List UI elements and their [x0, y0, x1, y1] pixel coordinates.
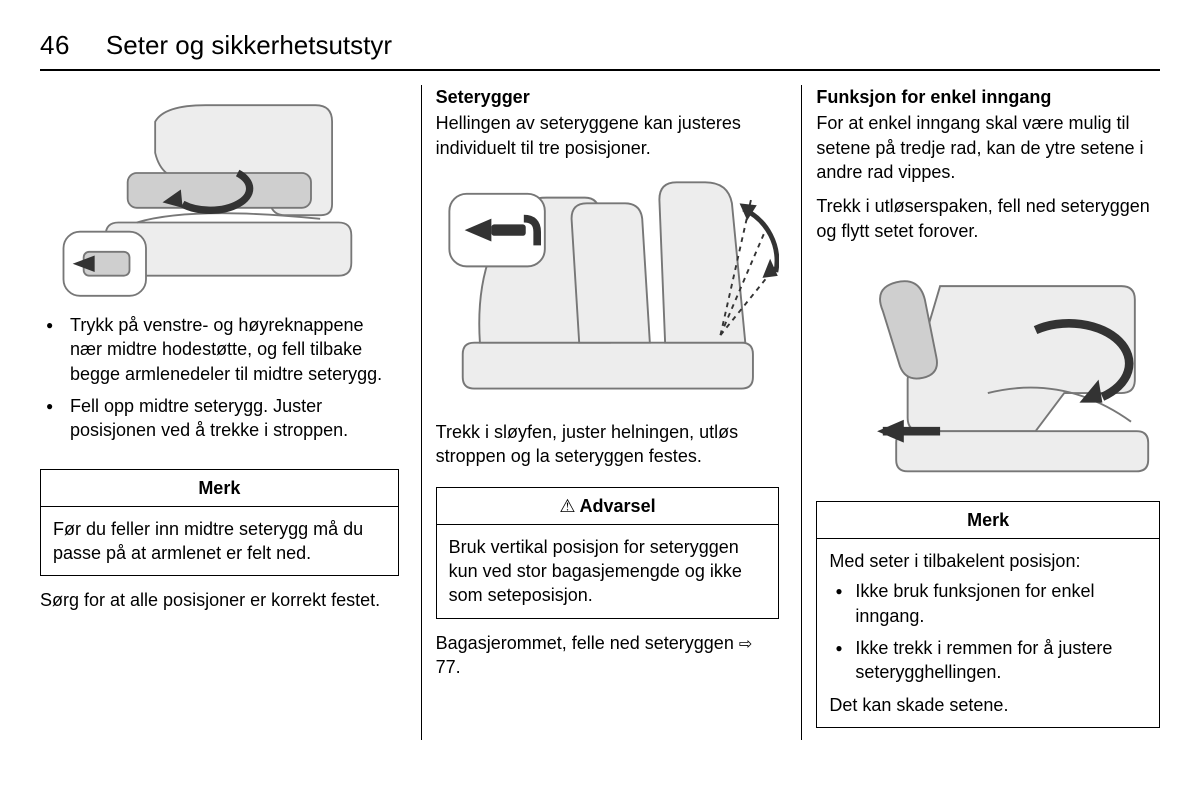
- column-2: Seterygger Hellingen av seteryggene kan …: [421, 85, 780, 740]
- illustration-easy-entry: [816, 253, 1160, 493]
- list-item: Fell opp midtre seterygg. Juster posisjo…: [40, 394, 399, 443]
- content-columns: Trykk på venstre- og høyreknappene nær m…: [40, 85, 1160, 740]
- crossref-arrow-icon: [739, 633, 752, 653]
- list-item: Trykk på venstre- og høyreknappene nær m…: [40, 313, 399, 386]
- note-title-col3: Merk: [817, 502, 1159, 539]
- note-intro: Med seter i tilbakelent posisjon:: [829, 549, 1147, 573]
- col1-bullets: Trykk på venstre- og høyreknappene nær m…: [40, 313, 399, 450]
- col3-heading: Funksjon for enkel inngang: [816, 85, 1160, 109]
- warning-body: Bruk vertikal posisjon for seteryggen ku…: [437, 525, 779, 618]
- seat-armrest-svg: [40, 85, 399, 305]
- warning-title: Advarsel: [437, 488, 779, 525]
- note-body-col3: Med seter i tilbakelent posisjon: Ikke b…: [817, 539, 1159, 727]
- note-bullets: Ikke bruk funksjonen for enkel inngang. …: [829, 579, 1147, 684]
- illustration-seatback: [436, 170, 780, 420]
- header-rule: [40, 69, 1160, 71]
- list-item: Ikke bruk funksjonen for enkel inngang.: [829, 579, 1147, 628]
- note-box-col3: Merk Med seter i tilbakelent posisjon: I…: [816, 501, 1160, 728]
- page-title: Seter og sikkerhetsutstyr: [106, 28, 392, 63]
- col3-p1: For at enkel inngang skal være mulig til…: [816, 111, 1160, 184]
- note-box: Merk Før du feller inn midtre seterygg m…: [40, 469, 399, 577]
- col2-after-illus: Trekk i sløyfen, juster helningen, utløs…: [436, 420, 780, 469]
- note-outro: Det kan skade setene.: [829, 693, 1147, 717]
- crossref-text: Bagasjerommet, felle ned seteryggen: [436, 633, 734, 653]
- col2-crossref: Bagasjerommet, felle ned seteryggen 77.: [436, 631, 780, 680]
- illustration-armrest: [40, 85, 399, 305]
- page-header: 46 Seter og sikkerhetsutstyr: [40, 28, 1160, 63]
- column-1: Trykk på venstre- og høyreknappene nær m…: [40, 85, 399, 740]
- col2-heading: Seterygger: [436, 85, 780, 109]
- column-3: Funksjon for enkel inngang For at enkel …: [801, 85, 1160, 740]
- col1-after-note: Sørg for at alle posisjoner er korrekt f…: [40, 588, 399, 612]
- crossref-page: 77.: [436, 657, 461, 677]
- page-number: 46: [40, 28, 70, 63]
- col3-p2: Trekk i utløserspaken, fell ned seterygg…: [816, 194, 1160, 243]
- note-title: Merk: [41, 470, 398, 507]
- list-item: Ikke trekk i remmen for å justere setery…: [829, 636, 1147, 685]
- note-body: Før du feller inn midtre seterygg må du …: [41, 507, 398, 576]
- seatback-svg: [436, 170, 780, 420]
- col2-intro: Hellingen av seteryggene kan justeres in…: [436, 111, 780, 160]
- easy-entry-svg: [816, 253, 1160, 493]
- warning-box: Advarsel Bruk vertikal posisjon for sete…: [436, 487, 780, 619]
